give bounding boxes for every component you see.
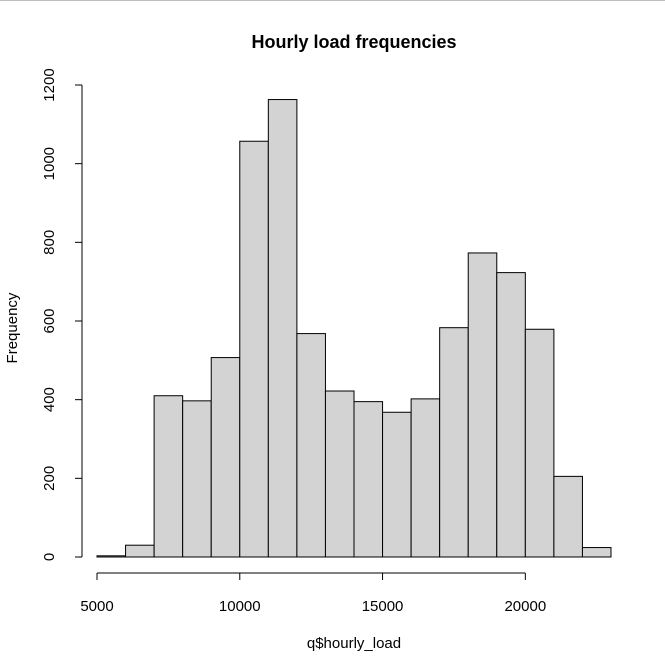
x-tick-label: 10000 bbox=[219, 598, 261, 615]
y-tick-label: 1000 bbox=[41, 147, 58, 180]
histogram-bar bbox=[125, 544, 155, 558]
y-tick-label: 0 bbox=[41, 553, 58, 561]
x-tick-label: 20000 bbox=[504, 598, 546, 615]
histogram-bar bbox=[153, 395, 184, 558]
x-axis: 5000 10000 15000 20000 bbox=[80, 572, 546, 615]
y-axis: 0 200 400 600 800 1000 1200 bbox=[41, 68, 83, 561]
y-tick-label: 600 bbox=[41, 308, 58, 333]
y-tick-label: 200 bbox=[41, 466, 58, 491]
y-tick-label: 1200 bbox=[41, 68, 58, 101]
x-axis-label: q$hourly_load bbox=[307, 635, 401, 652]
y-axis-label: Frequency bbox=[4, 292, 21, 363]
histogram-bar bbox=[382, 411, 412, 558]
histogram-bar bbox=[96, 555, 127, 558]
bars-group bbox=[96, 99, 612, 558]
histogram-bar bbox=[581, 547, 612, 558]
histogram-bar bbox=[524, 328, 555, 558]
y-tick-label: 800 bbox=[41, 230, 58, 255]
x-tick-label: 15000 bbox=[362, 598, 404, 615]
histogram-bar bbox=[439, 327, 469, 558]
histogram-bar bbox=[267, 99, 298, 558]
top-divider bbox=[0, 0, 665, 1]
histogram-bar bbox=[353, 401, 384, 558]
histogram-bar bbox=[467, 252, 498, 558]
histogram-bar bbox=[496, 272, 526, 558]
histogram-bar bbox=[182, 400, 212, 558]
chart-title: Hourly load frequencies bbox=[251, 32, 456, 52]
histogram-bar bbox=[296, 333, 326, 558]
histogram-bar bbox=[553, 475, 583, 558]
histogram-bar bbox=[410, 398, 441, 558]
histogram-bar bbox=[210, 357, 241, 558]
histogram-bar bbox=[324, 390, 355, 558]
histogram-bar bbox=[239, 140, 269, 558]
y-tick-label: 400 bbox=[41, 387, 58, 412]
x-tick-label: 5000 bbox=[80, 598, 113, 615]
